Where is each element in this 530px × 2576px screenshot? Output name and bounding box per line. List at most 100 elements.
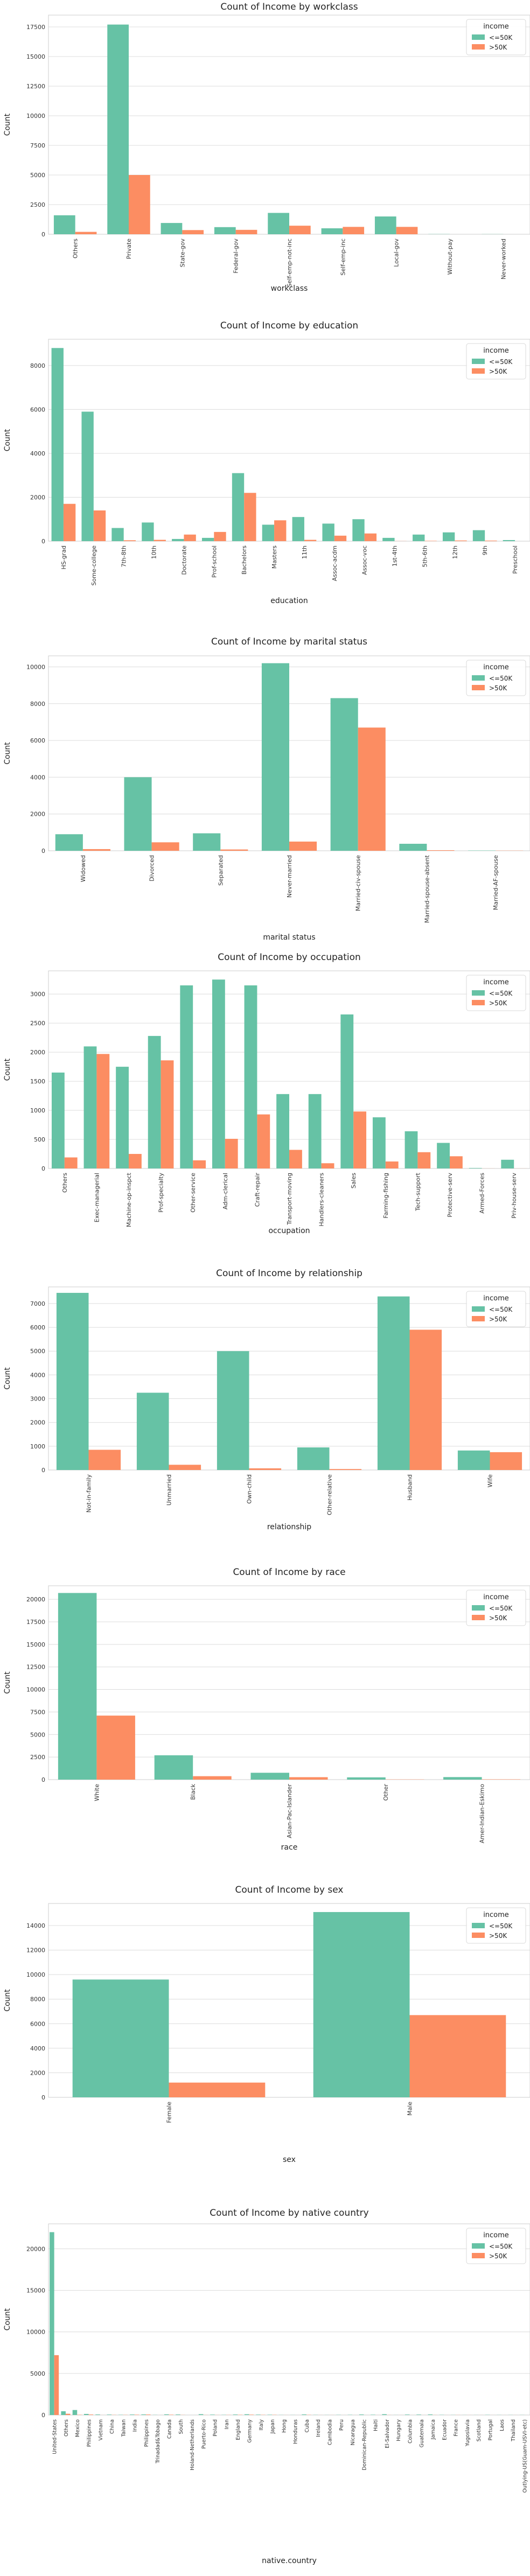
x-tick-label: 9th [482, 545, 489, 555]
legend-title: income [483, 1911, 509, 1919]
bar-le50k [405, 2414, 410, 2415]
bar-gt50k [82, 849, 110, 851]
y-tick-label: 15000 [26, 53, 45, 60]
legend-title: income [483, 978, 509, 986]
legend: income <=50K >50K [466, 975, 526, 1011]
x-tick-label: Other-relative [326, 1474, 333, 1515]
bar-le50k [359, 2414, 364, 2415]
y-tick-label: 10000 [26, 1686, 45, 1693]
chart-0: 0 2500 5000 7500 10000 12500 15000 17500 Others P… [3, 2, 530, 293]
bar-le50k [50, 2232, 54, 2415]
x-tick-label: Peru [339, 2419, 345, 2431]
y-axis-label: Count [3, 1671, 12, 1694]
bar-le50k [352, 519, 365, 541]
y-tick-label: 5000 [30, 2370, 45, 2377]
x-tick-label: Portugal [488, 2419, 494, 2440]
y-tick-label: 5000 [30, 1348, 45, 1355]
bar-le50k [83, 1046, 97, 1168]
bar-le50k [116, 1067, 129, 1168]
legend-title: income [483, 1593, 509, 1601]
bar-le50k [136, 1392, 169, 1470]
legend-swatch [472, 990, 485, 996]
x-tick-label: Puerto-Rico [201, 2419, 207, 2449]
chart-title: Count of Income by occupation [218, 952, 361, 963]
legend-swatch [472, 1605, 485, 1611]
x-tick-label: Philippines [87, 2419, 93, 2447]
bar-gt50k [64, 1157, 78, 1168]
x-tick-label: Protective-serv [447, 1173, 454, 1217]
x-tick-label: Male [407, 2102, 414, 2116]
bar-le50k [377, 1296, 410, 1470]
y-tick-label: 500 [34, 1136, 45, 1143]
y-tick-label: 8000 [30, 701, 45, 708]
bar-le50k [95, 2414, 100, 2415]
y-tick-label: 12000 [26, 1947, 45, 1954]
x-tick-label: United-States [52, 2419, 58, 2454]
legend-entry: <=50K [489, 34, 513, 41]
legend-swatch [472, 1000, 485, 1005]
legend-entry: >50K [489, 999, 507, 1007]
y-tick-label: 17500 [26, 24, 45, 31]
x-tick-label: Female [166, 2102, 173, 2123]
legend-entry: >50K [489, 2252, 507, 2260]
y-tick-label: 4000 [30, 1371, 45, 1378]
bar-le50k [61, 2411, 66, 2415]
x-tick-label: Some-college [90, 545, 97, 586]
x-tick-label: Never-worked [500, 239, 507, 279]
bar-le50k [442, 532, 455, 541]
x-tick-label: Married-AF-spouse [492, 855, 499, 911]
bar-gt50k [329, 1469, 362, 1470]
y-tick-label: 0 [41, 848, 45, 855]
bar-le50k [244, 2414, 249, 2415]
legend-title: income [483, 347, 509, 355]
y-tick-label: 1000 [30, 1443, 45, 1450]
bar-le50k [501, 1159, 514, 1168]
bar-le50k [81, 411, 94, 541]
x-tick-label: Tech-support [414, 1172, 421, 1212]
legend-swatch [472, 1933, 485, 1938]
legend: income <=50K >50K [466, 1907, 526, 1944]
bar-le50k [443, 1777, 482, 1780]
x-axis-label: relationship [267, 1523, 311, 1531]
bar-le50k [382, 2414, 387, 2415]
x-tick-label: Other-service [190, 1173, 197, 1213]
x-axis-label: sex [283, 2155, 296, 2164]
bar-le50k [142, 522, 154, 541]
plot-frame [48, 1286, 530, 1471]
y-axis-label: Count [3, 742, 12, 765]
y-tick-label: 4000 [30, 774, 45, 781]
bar-le50k [276, 1094, 289, 1168]
chart-4: 0 1000 2000 3000 4000 5000 6000 7000 Not-in-fami… [3, 1268, 530, 1531]
y-tick-label: 1000 [30, 1107, 45, 1114]
chart-title: Count of Income by workclass [220, 2, 358, 12]
bar-gt50k [169, 2414, 174, 2415]
bar-le50k [262, 524, 275, 541]
x-tick-label: Adm-clerical [222, 1173, 229, 1209]
legend: income <=50K >50K [466, 660, 526, 696]
x-tick-label: Handlers-cleaners [318, 1173, 325, 1227]
x-tick-label: Not-in-family [86, 1474, 93, 1513]
chart-2: 0 2000 4000 6000 8000 10000 Widowed Divorced Sep… [3, 636, 530, 942]
bar-le50k [201, 537, 214, 541]
bar-le50k [217, 1351, 249, 1470]
legend-entry: >50K [489, 1315, 507, 1323]
bar-gt50k [193, 1160, 206, 1168]
bar-gt50k [321, 1163, 334, 1168]
x-tick-label: Prof-school [211, 545, 218, 578]
y-tick-label: 12500 [26, 1664, 45, 1671]
bar-gt50k [96, 1716, 135, 1780]
legend-swatch [472, 1306, 485, 1312]
y-tick-label: 0 [41, 2094, 45, 2101]
x-tick-label: Assoc-acdm [331, 545, 338, 581]
bar-le50k [124, 777, 152, 851]
x-tick-label: El-Salvador [385, 2419, 390, 2448]
legend-entry: >50K [489, 44, 507, 51]
bar-gt50k [88, 2414, 94, 2415]
chart-3: 0 500 1000 1500 2000 2500 3000 Others Exec-manag… [3, 952, 530, 1235]
x-tick-label: China [109, 2419, 115, 2434]
bar-le50k [268, 213, 289, 234]
bar-le50k [372, 1117, 386, 1168]
plot-frame [48, 2223, 530, 2416]
bar-le50k [261, 663, 289, 851]
x-tick-label: Mexico [75, 2419, 81, 2437]
